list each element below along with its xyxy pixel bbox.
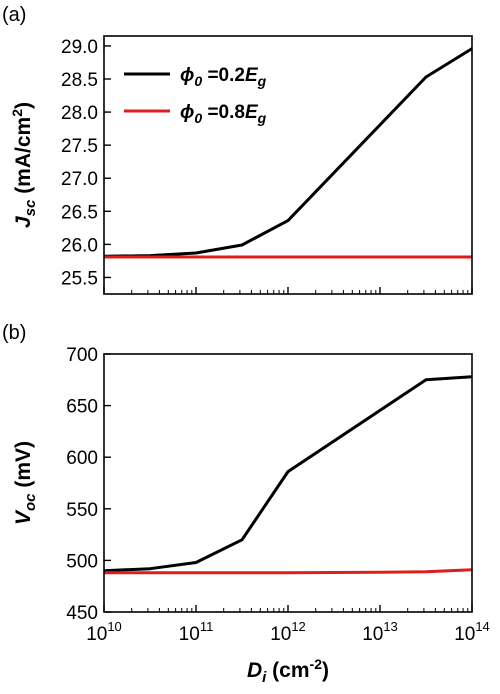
panel-a-frame xyxy=(103,35,473,295)
legend-label-black: ϕ0 =0.2Eg xyxy=(180,65,267,89)
y-tick-label: 28.5 xyxy=(61,70,98,91)
x-tick-label: 1014 xyxy=(454,619,490,645)
y-tick-label: 27.0 xyxy=(61,169,98,190)
panel-a: (a) 25.5 26.0 26.5 27.0 27.5 28.0 28.5 29.0 Jsc… xyxy=(2,4,473,295)
legend: ϕ0 =0.2Eg ϕ0 =0.8Eg xyxy=(124,65,267,126)
y-tick-label: 600 xyxy=(66,448,98,469)
panel-b-y-axis-title: Voc (mV) xyxy=(12,441,39,525)
panel-a-y-ticks: 25.5 26.0 26.5 27.0 27.5 28.0 28.5 29.0 xyxy=(61,37,111,289)
series-black-line xyxy=(103,375,473,573)
series-black-line xyxy=(103,47,473,258)
panel-b-x-ticks: 1010 1011 1012 1013 1014 xyxy=(86,605,490,645)
panel-b-label: (b) xyxy=(2,322,26,344)
y-tick-label: 25.5 xyxy=(61,268,98,289)
y-tick-label: 700 xyxy=(66,345,98,366)
panel-a-y-axis-title: Jsc (mA/cm2) xyxy=(9,102,39,228)
y-tick-label: 27.5 xyxy=(61,136,98,157)
x-tick-label: 1013 xyxy=(362,619,398,645)
y-tick-label: 500 xyxy=(66,551,98,572)
panel-a-x-ticks xyxy=(103,287,473,294)
y-tick-label: 650 xyxy=(66,397,98,418)
x-tick-label: 1011 xyxy=(179,619,214,645)
panel-b-y-ticks: 450 500 550 600 650 700 xyxy=(66,345,111,624)
y-tick-label: 29.0 xyxy=(61,37,98,58)
panel-b-series xyxy=(103,375,473,575)
x-tick-label: 1012 xyxy=(270,619,306,645)
panel-b-frame xyxy=(103,353,473,613)
legend-label-red: ϕ0 =0.8Eg xyxy=(180,102,267,126)
x-tick-label: 1010 xyxy=(86,619,122,645)
series-red-line xyxy=(104,568,473,575)
x-axis-title: Di (cm-2) xyxy=(247,656,329,686)
y-tick-label: 450 xyxy=(66,603,98,624)
panel-a-label: (a) xyxy=(2,4,26,26)
y-tick-label: 28.0 xyxy=(61,103,98,124)
y-tick-label: 26.5 xyxy=(61,202,98,223)
y-tick-label: 26.0 xyxy=(61,235,98,256)
panel-a-series xyxy=(103,47,473,259)
y-tick-label: 550 xyxy=(66,500,98,521)
